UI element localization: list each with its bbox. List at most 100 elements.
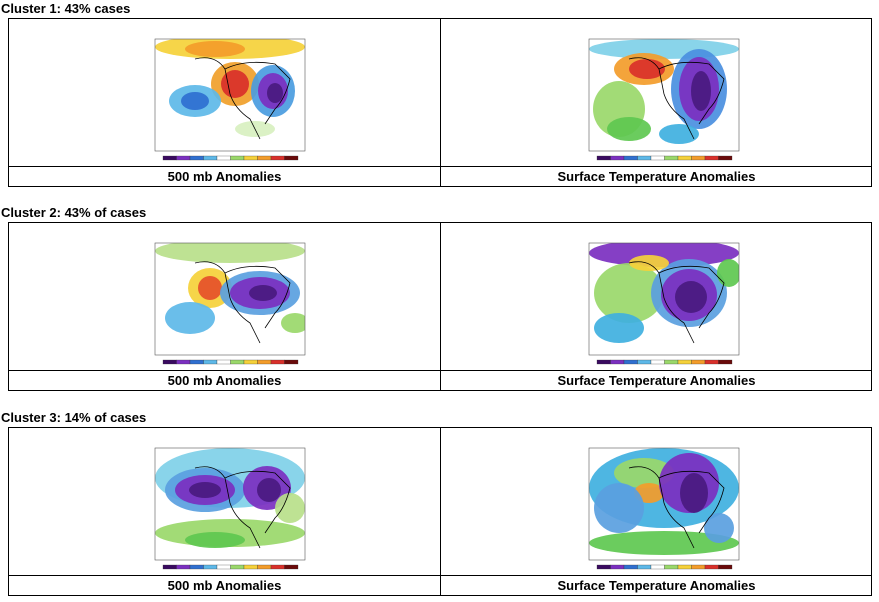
map-image — [154, 447, 306, 570]
caption: Surface Temperature Anomalies — [557, 169, 756, 184]
anomaly-region — [275, 493, 305, 523]
anomaly-region — [267, 83, 283, 103]
colorbar-swatch — [623, 155, 638, 161]
colorbar-swatch — [189, 155, 204, 161]
map-image — [154, 242, 306, 365]
anomaly-region — [629, 255, 669, 271]
figure-table: 500 mb Anomalies Surface Temperature Anom… — [8, 18, 872, 187]
colorbar-swatch — [216, 155, 231, 161]
colorbar-swatch — [596, 155, 611, 161]
colorbar-swatch — [284, 359, 299, 365]
coastline — [194, 57, 291, 140]
cluster-title: Cluster 1: 43% cases — [1, 1, 131, 16]
anomaly-region — [594, 263, 664, 323]
anomaly-region — [717, 259, 739, 287]
caption: 500 mb Anomalies — [167, 578, 282, 593]
map-plot — [155, 448, 305, 560]
map-plot — [155, 243, 305, 355]
map-plot — [589, 243, 739, 355]
colorbar-swatch — [189, 564, 204, 570]
anomaly-region — [165, 302, 215, 334]
map-image — [588, 38, 740, 161]
colorbar-swatch — [718, 155, 733, 161]
colorbar-swatch — [216, 359, 231, 365]
caption: Surface Temperature Anomalies — [557, 373, 756, 388]
map-frame — [588, 242, 740, 356]
anomaly-region — [589, 39, 739, 59]
colorbar-swatch — [230, 155, 245, 161]
colorbar-swatch — [691, 564, 706, 570]
colorbar-swatch — [176, 155, 191, 161]
anomaly-region — [185, 532, 245, 548]
colorbar-swatch — [637, 155, 652, 161]
colorbar-swatch — [243, 359, 258, 365]
map-plot — [589, 448, 739, 560]
map-plot — [589, 39, 739, 151]
anomaly-region — [189, 482, 221, 498]
anomaly-region — [181, 92, 209, 110]
colorbar-swatch — [203, 155, 218, 161]
colorbar-swatch — [284, 564, 299, 570]
colorbar-swatch — [664, 155, 679, 161]
figure-table: 500 mb Anomalies Surface Temperature Anom… — [8, 222, 872, 391]
anomaly-region — [691, 71, 711, 111]
row-divider — [9, 166, 871, 167]
colorbar-swatch — [162, 155, 177, 161]
colorbar-swatch — [270, 155, 285, 161]
anomaly-region — [594, 313, 644, 343]
colorbar-swatch — [243, 155, 258, 161]
colorbar-swatch — [704, 359, 719, 365]
column-divider — [440, 19, 441, 186]
caption: Surface Temperature Anomalies — [557, 578, 756, 593]
colorbar-swatch — [162, 564, 177, 570]
cluster-title: Cluster 3: 14% of cases — [1, 410, 147, 425]
map-image — [154, 38, 306, 161]
colorbar-swatch — [243, 564, 258, 570]
anomaly-region — [281, 313, 305, 333]
anomaly-region — [607, 117, 651, 141]
colorbar-swatch — [176, 564, 191, 570]
colorbar-swatch — [257, 564, 272, 570]
map-frame — [588, 38, 740, 152]
colorbar-swatch — [677, 564, 692, 570]
coastline — [628, 261, 725, 344]
colorbar-swatch — [623, 564, 638, 570]
colorbar-swatch — [623, 359, 638, 365]
coastline — [194, 466, 291, 549]
figure-table: 500 mb Anomalies Surface Temperature Anom… — [8, 427, 872, 596]
map-frame — [154, 242, 306, 356]
anomaly-region — [675, 281, 707, 313]
colorbar-swatch — [162, 359, 177, 365]
colorbar-swatch — [596, 359, 611, 365]
anomaly-region — [198, 276, 222, 300]
colorbar-swatch — [176, 359, 191, 365]
colorbar-swatch — [610, 155, 625, 161]
colorbar-swatch — [718, 359, 733, 365]
colorbar-swatch — [270, 359, 285, 365]
anomaly-region — [257, 478, 281, 502]
anomaly-region — [221, 70, 249, 98]
anomaly-region — [659, 124, 699, 144]
map-frame — [588, 447, 740, 561]
colorbar-swatch — [677, 359, 692, 365]
colorbar-swatch — [664, 359, 679, 365]
anomaly-region — [589, 531, 739, 555]
anomaly-region — [185, 41, 245, 57]
colorbar-swatch — [203, 359, 218, 365]
coastline — [194, 261, 291, 344]
colorbar-swatch — [704, 564, 719, 570]
colorbar-swatch — [216, 564, 231, 570]
colorbar-swatch — [270, 564, 285, 570]
colorbar-swatch — [691, 155, 706, 161]
colorbar-swatch — [650, 359, 665, 365]
column-divider — [440, 223, 441, 390]
colorbar-swatch — [189, 359, 204, 365]
colorbar-swatch — [704, 155, 719, 161]
colorbar-swatch — [257, 155, 272, 161]
anomaly-region — [614, 458, 674, 488]
colorbar-swatch — [664, 564, 679, 570]
cluster-title: Cluster 2: 43% of cases — [1, 205, 147, 220]
column-divider — [440, 428, 441, 595]
map-frame — [154, 38, 306, 152]
